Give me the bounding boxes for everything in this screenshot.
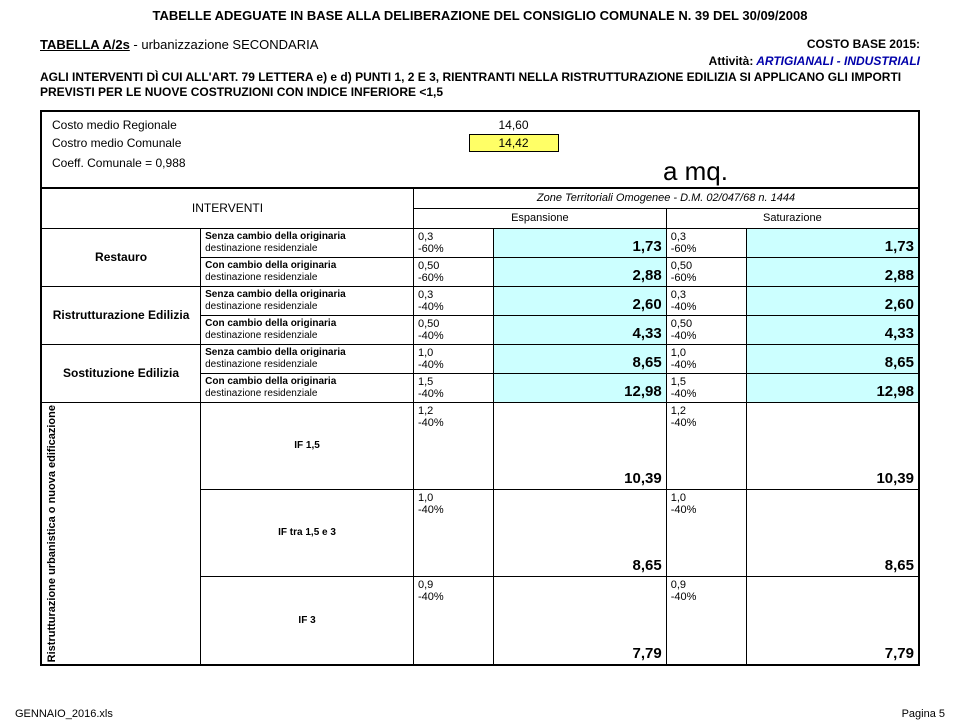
col-espansione: Espansione [413,208,666,228]
table-label: TABELLA A/2s [40,37,130,52]
page-header: TABELLE ADEGUATE IN BASE ALLA DELIBERAZI… [0,0,960,27]
row-ristrutt: Ristrutturazione Edilizia [41,286,201,344]
val: 1,73 [493,228,666,257]
table-id: TABELLA A/2s - urbanizzazione SECONDARIA [40,37,318,52]
costo-comunale-value: 14,42 [469,134,559,152]
table-desc: - urbanizzazione SECONDARIA [130,37,319,52]
footer-left: GENNAIO_2016.xls [15,708,113,720]
footer-right: Pagina 5 [902,708,945,720]
attivita: Attività: ARTIGIANALI - INDUSTRIALI [709,54,920,68]
col-zone: Zone Territoriali Omogenee - D.M. 02/047… [413,188,919,208]
upper-box: Costo medio Regionale 14,60 Costro medio… [40,110,920,187]
row-urbanistica: Ristrutturazione urbanistica o nuova edi… [41,402,201,665]
costo-regionale-label: Costo medio Regionale [52,118,352,132]
costo-base: COSTO BASE 2015: [807,37,920,51]
main-table: INTERVENTI Zone Territoriali Omogenee - … [40,187,920,666]
amq-label: a mq. [663,156,908,187]
coeff-label: Coeff. Comunale = 0,988 [52,156,186,187]
row-sostit: Sostituzione Edilizia [41,344,201,402]
costo-regionale-value: 14,60 [469,118,559,132]
footer: GENNAIO_2016.xls Pagina 5 [15,708,945,720]
legal-text: AGLI INTERVENTI DÌ CUI ALL'ART. 79 LETTE… [40,70,920,100]
costo-comunale-label: Costro medio Comunale [52,136,352,150]
row-restauro: Restauro [41,228,201,286]
sublabel: Senza cambio della originariadestinazion… [201,228,414,257]
col-interventi: INTERVENTI [41,188,413,228]
col-saturazione: Saturazione [666,208,919,228]
